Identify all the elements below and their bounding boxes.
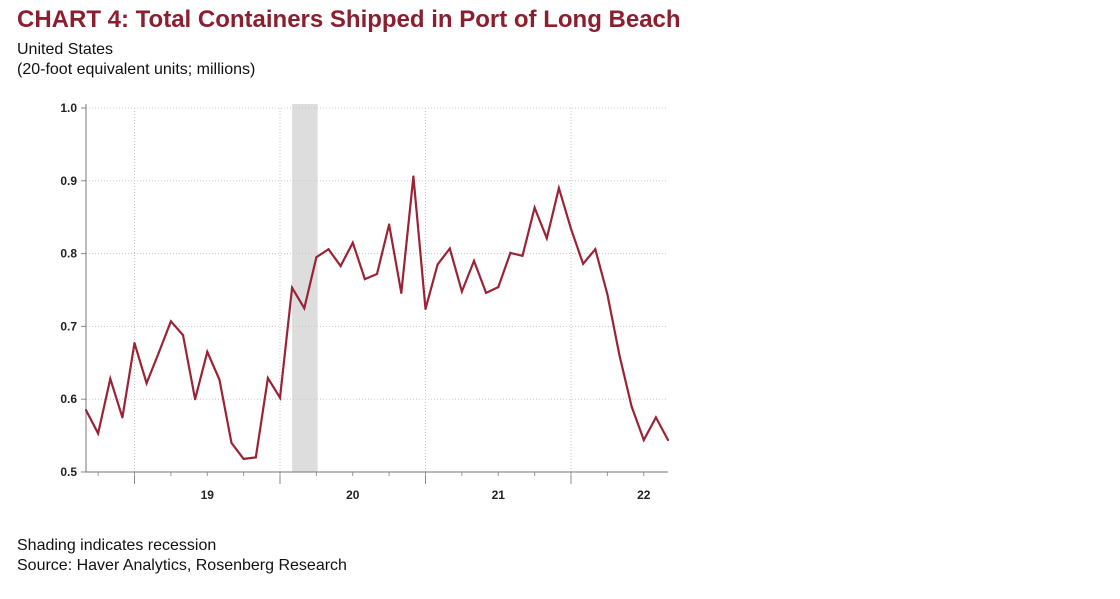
data-point bbox=[497, 285, 500, 289]
series-line bbox=[85, 176, 669, 461]
y-tick-label: 1.0 bbox=[60, 101, 77, 115]
data-point bbox=[388, 223, 391, 226]
y-tick-label: 0.9 bbox=[60, 174, 77, 188]
chart-subtitle: United States (20-foot equivalent units;… bbox=[17, 40, 255, 80]
data-point bbox=[654, 416, 657, 419]
data-point bbox=[618, 354, 621, 357]
data-point bbox=[327, 248, 330, 251]
data-point bbox=[218, 378, 221, 381]
data-point bbox=[303, 307, 306, 310]
data-point bbox=[351, 241, 354, 244]
data-point bbox=[485, 291, 488, 295]
data-point bbox=[412, 175, 415, 178]
data-point bbox=[97, 432, 100, 435]
data-point bbox=[133, 342, 136, 345]
recession-shading bbox=[292, 104, 318, 472]
recession-note: Shading indicates recession bbox=[17, 537, 217, 554]
data-point bbox=[157, 351, 160, 354]
data-point bbox=[206, 350, 209, 353]
data-point bbox=[460, 290, 463, 293]
data-point bbox=[121, 416, 124, 419]
data-point bbox=[109, 377, 112, 380]
data-point bbox=[145, 382, 148, 385]
data-point bbox=[606, 293, 609, 296]
data-point bbox=[375, 272, 379, 276]
x-tick-label: 21 bbox=[492, 488, 506, 502]
data-point bbox=[266, 376, 269, 380]
data-point bbox=[533, 206, 536, 209]
data-point bbox=[291, 286, 294, 289]
data-point bbox=[84, 409, 88, 412]
data-point bbox=[582, 262, 585, 265]
data-point bbox=[509, 251, 512, 254]
data-point bbox=[230, 441, 233, 444]
data-point bbox=[194, 398, 197, 401]
data-point bbox=[363, 277, 366, 281]
data-point bbox=[242, 457, 245, 460]
data-point bbox=[545, 237, 548, 240]
data-point bbox=[594, 248, 597, 251]
data-point bbox=[169, 320, 172, 323]
data-point bbox=[666, 438, 670, 442]
subtitle-units: (20-foot equivalent units; millions) bbox=[17, 61, 256, 78]
data-point bbox=[521, 254, 524, 257]
y-tick-label: 0.8 bbox=[60, 247, 77, 261]
x-tick-label: 19 bbox=[201, 488, 215, 502]
data-point bbox=[557, 186, 560, 190]
data-point bbox=[400, 291, 403, 295]
x-tick-label: 20 bbox=[346, 488, 360, 502]
data-point bbox=[642, 438, 645, 442]
x-tick-label: 22 bbox=[637, 488, 651, 502]
data-point bbox=[254, 456, 257, 459]
y-tick-label: 0.5 bbox=[60, 465, 77, 479]
data-point bbox=[448, 247, 451, 250]
data-point bbox=[569, 227, 573, 230]
data-point bbox=[278, 396, 282, 399]
data-point bbox=[436, 263, 439, 266]
data-point bbox=[630, 405, 633, 408]
chart-title: CHART 4: Total Containers Shipped in Por… bbox=[17, 6, 681, 33]
data-point bbox=[339, 264, 342, 268]
data-point bbox=[424, 307, 427, 311]
data-point bbox=[181, 334, 185, 337]
subtitle-region: United States bbox=[17, 41, 114, 58]
chart-footer: Shading indicates recession Source: Have… bbox=[17, 536, 347, 576]
data-point bbox=[315, 256, 318, 259]
data-point bbox=[472, 259, 476, 262]
y-tick-label: 0.7 bbox=[60, 319, 77, 333]
source-note: Source: Haver Analytics, Rosenberg Resea… bbox=[17, 557, 347, 574]
y-tick-label: 0.6 bbox=[60, 392, 77, 406]
